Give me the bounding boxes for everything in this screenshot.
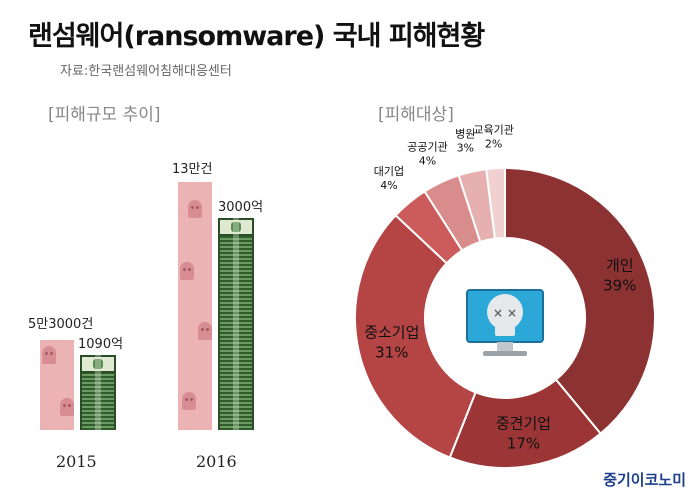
- tick-2015: 2015: [56, 452, 97, 471]
- left-section-title: [피해규모 추이]: [48, 105, 161, 125]
- slice-label-6: 교육기관: [473, 123, 513, 136]
- slice-6: [485, 166, 506, 240]
- bar-2016-cases: [178, 182, 212, 430]
- slice-label-5: 병원: [455, 127, 475, 140]
- ransom-ghost-icon: [42, 346, 56, 364]
- ransom-ghost-icon: [188, 200, 202, 218]
- label-2016-cases: 13만건: [172, 162, 213, 177]
- right-section-title: [피해대상]: [378, 105, 454, 125]
- slice-pct-1: 17%: [507, 435, 540, 453]
- tick-2016: 2016: [196, 452, 237, 471]
- label-2015-money: 1090억: [78, 337, 124, 352]
- slice-pct-3: 4%: [380, 179, 397, 192]
- ransom-ghost-icon: [198, 322, 212, 340]
- svg-text:×: ×: [507, 306, 517, 320]
- slice-label-4: 공공기관: [407, 140, 447, 153]
- bar-2016-money: [218, 218, 254, 430]
- slice-label-3: 대기업: [374, 165, 404, 178]
- slice-label-2: 중소기업: [364, 323, 419, 341]
- source-note: 자료:한국랜섬웨어침해대응센터: [60, 64, 232, 79]
- ransom-ghost-icon: [60, 398, 74, 416]
- slice-pct-5: 3%: [457, 141, 474, 154]
- label-2015-cases: 5만3000건: [28, 317, 94, 332]
- slice-2: [354, 213, 477, 459]
- skull-computer-icon: × ×: [466, 289, 544, 356]
- slice-pct-0: 39%: [603, 277, 636, 295]
- slice-pct-6: 2%: [485, 137, 502, 150]
- ransom-ghost-icon: [180, 262, 194, 280]
- brand-logo: 중기이코노미: [603, 471, 686, 489]
- slice-label-1: 중견기업: [496, 415, 551, 433]
- slice-pct-4: 4%: [419, 154, 436, 167]
- ransom-ghost-icon: [182, 392, 196, 410]
- slice-pct-2: 31%: [375, 343, 408, 361]
- slice-label-0: 개인: [606, 257, 634, 275]
- label-2016-money: 3000억: [218, 200, 264, 215]
- slice-0: [504, 166, 656, 435]
- svg-text:×: ×: [493, 306, 503, 320]
- bar-2015-cases: [40, 340, 74, 430]
- page-title: 랜섬웨어(ransomware) 국내 피해현황: [28, 21, 485, 52]
- bar-2015-money: [80, 355, 116, 430]
